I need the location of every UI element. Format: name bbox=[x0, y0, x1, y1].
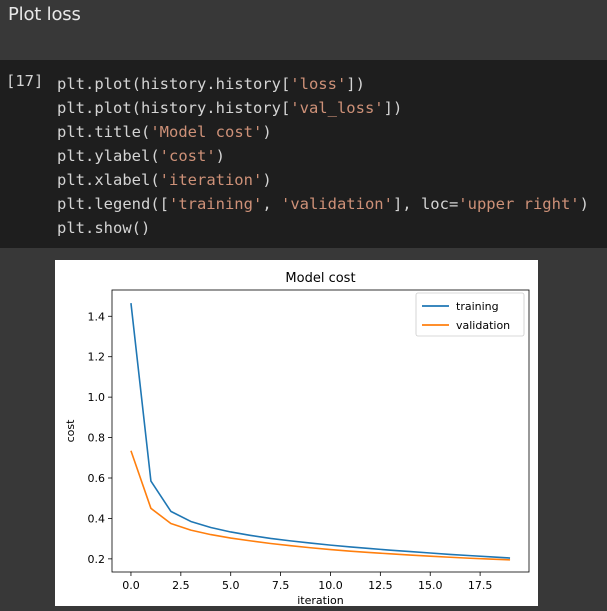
code-line: plt.show() bbox=[57, 219, 150, 237]
code-string-token: 'cost' bbox=[159, 147, 216, 165]
legend-label-training: training bbox=[456, 300, 499, 313]
code-token: plt.plot(history.history[ bbox=[57, 75, 291, 93]
x-tick-label: 0.0 bbox=[122, 579, 140, 592]
code-string-token: 'validation' bbox=[280, 195, 393, 213]
code-token: plt.plot(history.history[ bbox=[57, 99, 291, 117]
plot-output: 0.0 2.5 5.0 7.5 10.0 12.5 15.0 17.5 0.2 0.4 0.6 0.8… bbox=[55, 260, 538, 607]
code-line: plt.plot(history.history['val_loss']) bbox=[57, 99, 402, 117]
code-line: plt.legend(['training', 'validation'], l… bbox=[57, 195, 589, 213]
code-token: , bbox=[262, 195, 281, 213]
code-token: plt.title( bbox=[57, 123, 151, 141]
code-token: ) bbox=[579, 195, 589, 213]
x-tick-label: 5.0 bbox=[222, 579, 240, 592]
output-cell: 0.0 2.5 5.0 7.5 10.0 12.5 15.0 17.5 0.2 0.4 0.6 0.8… bbox=[0, 248, 607, 610]
code-token: ]) bbox=[346, 75, 365, 93]
x-axis-label: iteration bbox=[297, 594, 343, 606]
x-tick-label: 12.5 bbox=[368, 579, 393, 592]
execution-count: [17] bbox=[6, 72, 44, 90]
y-tick-label: 0.2 bbox=[88, 553, 106, 566]
code-line: plt.title('Model cost') bbox=[57, 123, 272, 141]
code-token: ], loc= bbox=[392, 195, 459, 213]
code-string-token: 'iteration' bbox=[159, 171, 263, 189]
code-editor[interactable]: plt.plot(history.history['loss']) plt.pl… bbox=[57, 72, 589, 240]
y-axis-label: cost bbox=[64, 419, 77, 443]
y-tick-label: 0.8 bbox=[88, 432, 106, 445]
code-token: ) bbox=[262, 123, 272, 141]
y-tick-label: 1.2 bbox=[88, 351, 106, 364]
y-tick-label: 1.4 bbox=[88, 310, 106, 323]
code-string-token: 'Model cost' bbox=[150, 123, 263, 141]
x-tick-label: 15.0 bbox=[418, 579, 443, 592]
x-tick-label: 7.5 bbox=[272, 579, 290, 592]
code-token: plt.xlabel( bbox=[57, 171, 160, 189]
code-string-token: 'training' bbox=[168, 195, 263, 213]
chart-title: Model cost bbox=[285, 271, 355, 286]
code-token: plt.show() bbox=[57, 219, 151, 237]
x-tick-label: 2.5 bbox=[172, 579, 190, 592]
code-string-token: 'val_loss' bbox=[290, 99, 384, 117]
code-line: plt.plot(history.history['loss']) bbox=[57, 75, 365, 93]
x-tick-label: 17.5 bbox=[468, 579, 493, 592]
y-tick-label: 0.4 bbox=[88, 512, 106, 525]
chart-legend: training validation bbox=[415, 292, 525, 337]
y-tick-label: 0.6 bbox=[88, 472, 106, 485]
code-string-token: 'loss' bbox=[290, 75, 347, 93]
code-line: plt.xlabel('iteration') bbox=[57, 171, 272, 189]
series-line-validation bbox=[130, 450, 511, 561]
code-line: plt.ylabel('cost') bbox=[57, 147, 225, 165]
code-string-token: 'upper right' bbox=[458, 195, 580, 213]
code-token: ) bbox=[262, 171, 272, 189]
markdown-cell[interactable]: Plot loss bbox=[0, 0, 607, 60]
legend-label-validation: validation bbox=[456, 319, 510, 332]
cell-heading: Plot loss bbox=[8, 4, 81, 25]
series-line-training bbox=[130, 303, 511, 559]
code-token: ]) bbox=[383, 99, 403, 117]
code-token: plt.ylabel( bbox=[57, 147, 160, 165]
plot-frame bbox=[111, 289, 530, 573]
y-tick-label: 1.0 bbox=[88, 391, 106, 404]
code-token: ) bbox=[215, 147, 225, 165]
code-cell[interactable]: [17] plt.plot(history.history['loss']) p… bbox=[0, 60, 607, 248]
x-tick-label: 10.0 bbox=[318, 579, 343, 592]
line-chart: 0.0 2.5 5.0 7.5 10.0 12.5 15.0 17.5 0.2 0.4 0.6 0.8… bbox=[64, 271, 530, 607]
code-token: plt.legend([ bbox=[57, 195, 169, 213]
